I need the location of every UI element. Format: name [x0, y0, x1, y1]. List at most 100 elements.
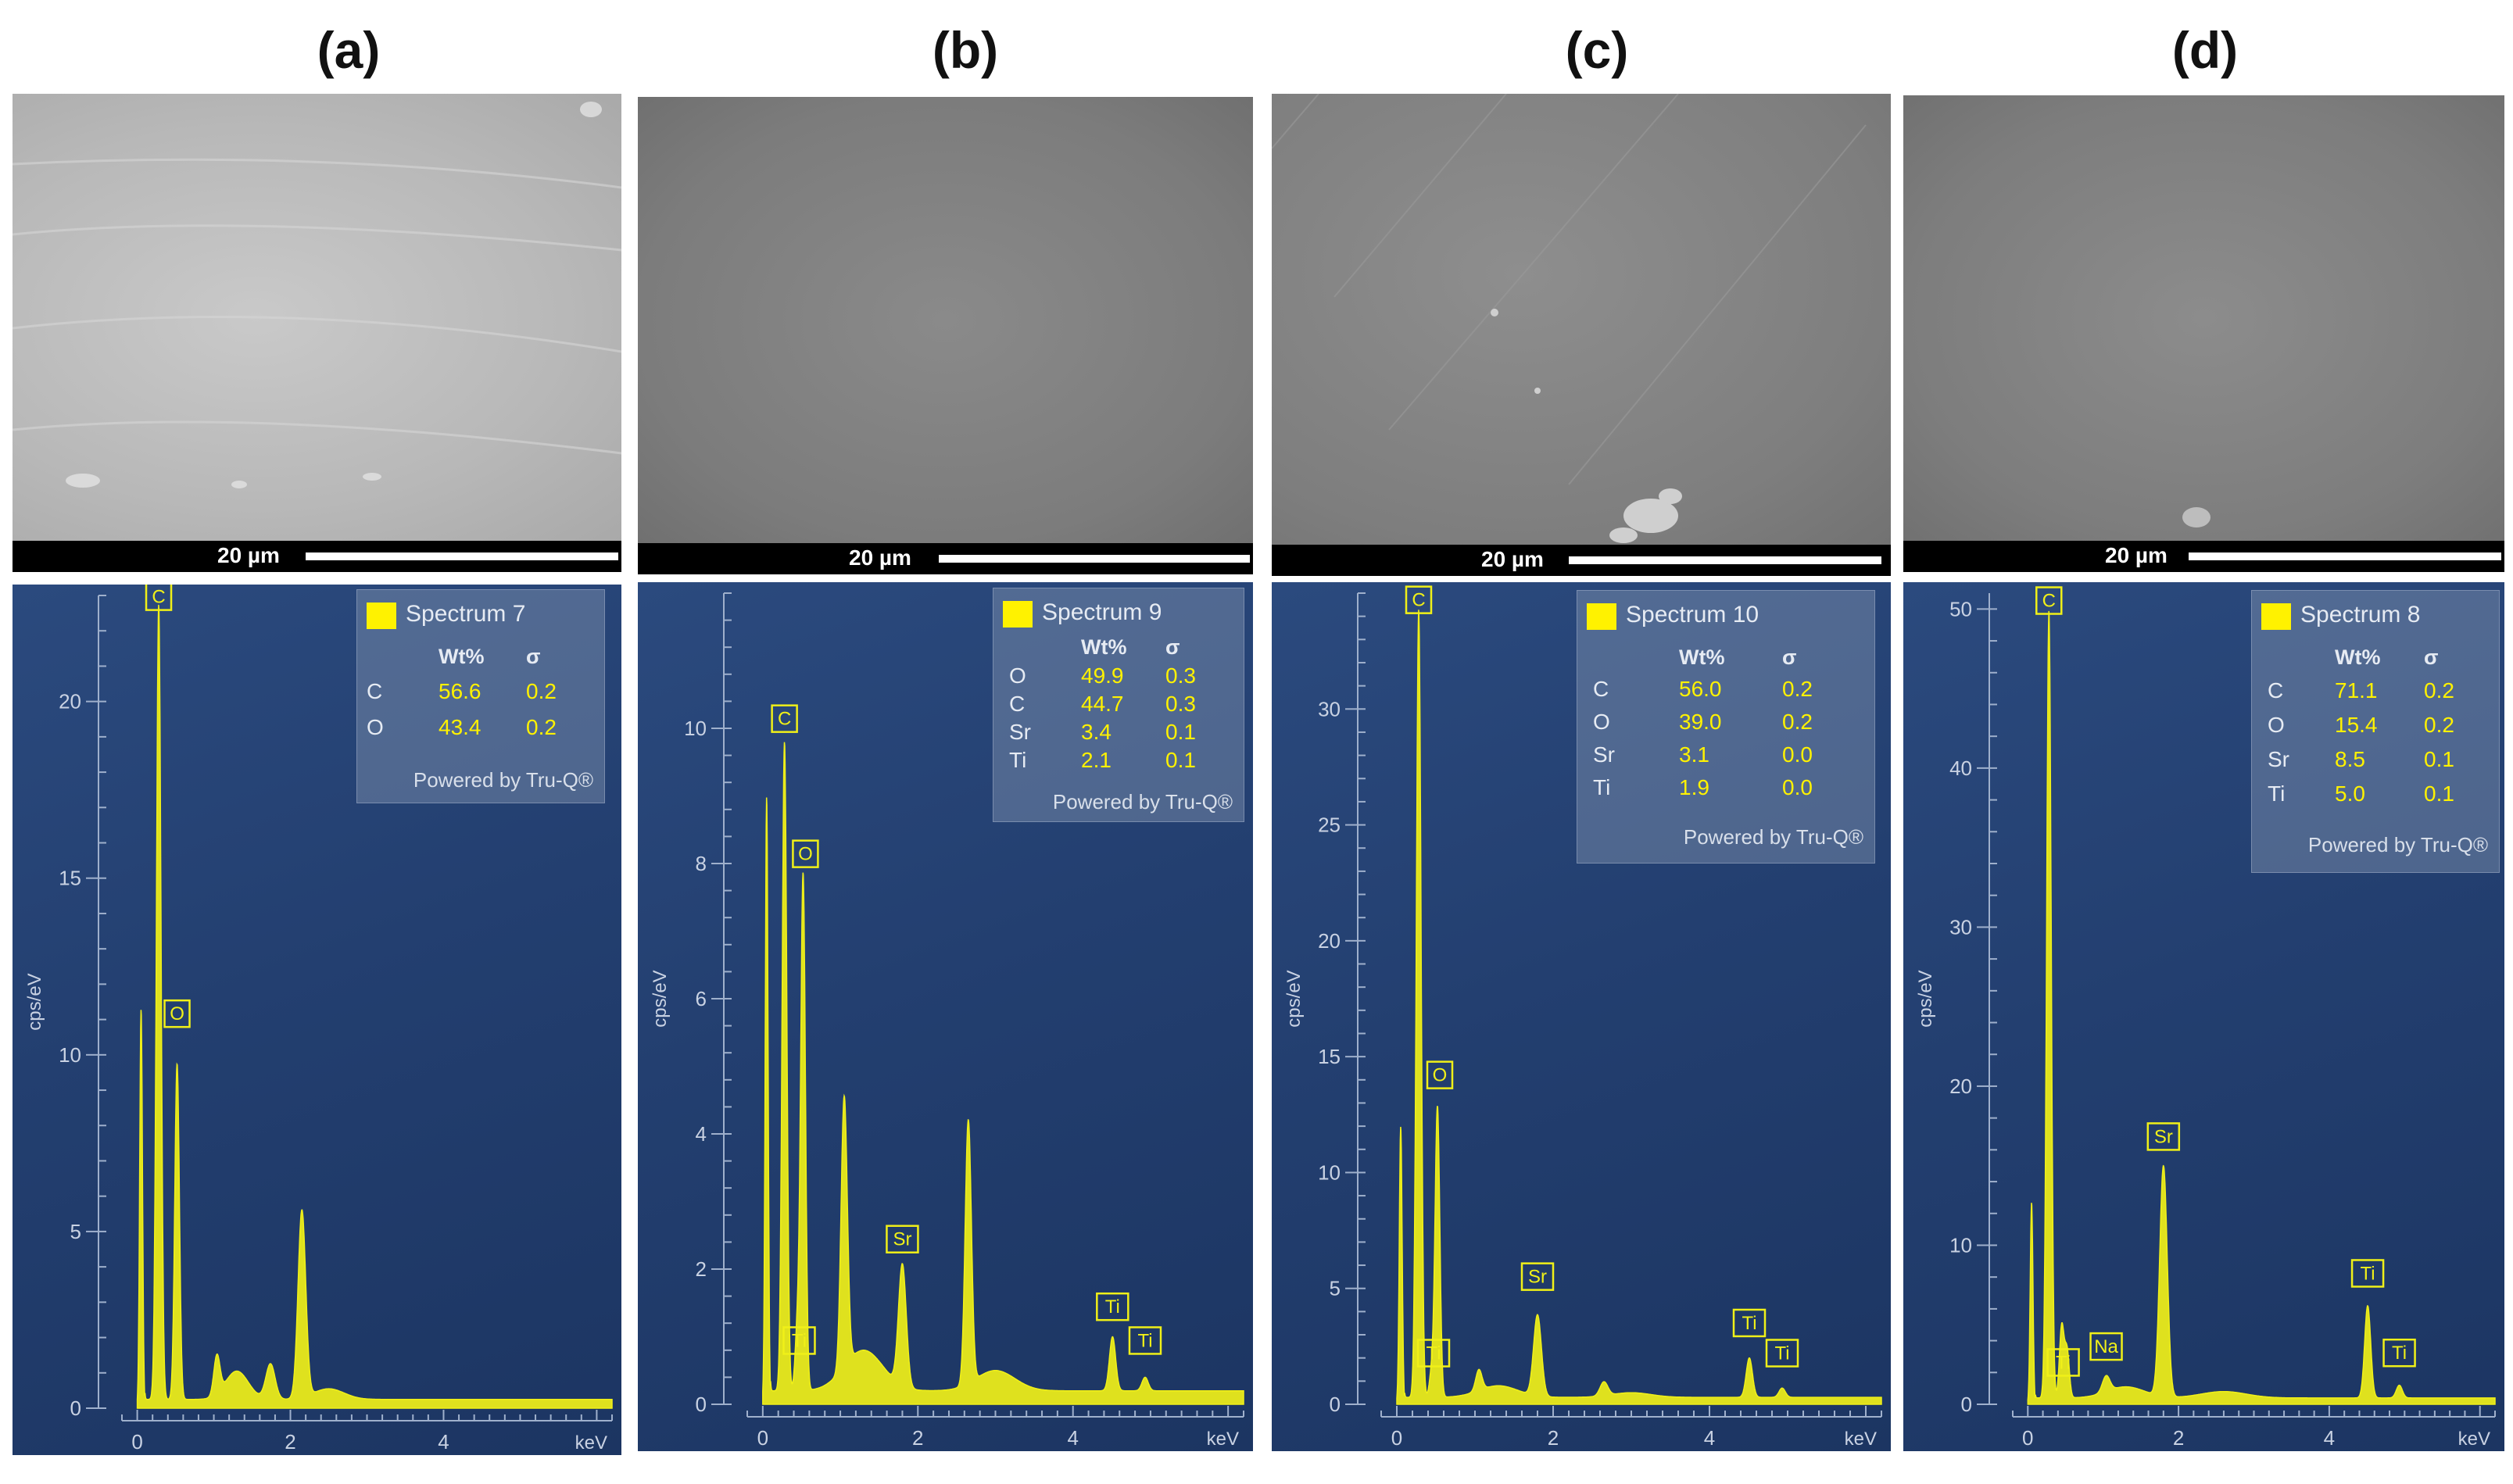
peak-label: Sr [886, 1225, 919, 1253]
legend-header-sigma: σ [1782, 645, 1797, 669]
spectrum-series [136, 604, 613, 1409]
legend-element: C [1009, 692, 1026, 716]
x-axis-title: keV [575, 1432, 607, 1454]
peak-label: Ti [1765, 1339, 1799, 1368]
legend-wt: 44.7 [1081, 692, 1124, 716]
legend-header-sigma: σ [1165, 635, 1180, 659]
y-tick-label: 30 [1318, 697, 1341, 721]
legend-wt: 39.0 [1679, 710, 1722, 734]
x-tick-label: 2 [285, 1430, 295, 1454]
legend-element: Ti [1009, 748, 1027, 772]
svg-text:Ti: Ti [2056, 1352, 2071, 1373]
legend-d: Spectrum 8 Wt% σ C 71.1 0.2 O 15.4 0.2 S… [2251, 590, 2500, 873]
legend-title: Spectrum 8 [2300, 602, 2421, 628]
legend-sigma: 0.2 [1782, 710, 1813, 734]
eds-panel-c: 0 5 10 15 20 25 30 cps/eV 0 2 4 keV C O Ti Sr Ti Ti [1272, 582, 1891, 1451]
y-tick-label: 10 [59, 1043, 81, 1067]
legend-title: Spectrum 10 [1626, 602, 1759, 628]
y-tick-label: 0 [70, 1396, 81, 1420]
y-tick-label: 15 [1318, 1045, 1341, 1068]
legend-header-wt: Wt% [1679, 645, 1725, 669]
svg-text:Ti: Ti [1105, 1296, 1120, 1318]
x-tick-label: 2 [912, 1426, 923, 1450]
legend-title: Spectrum 7 [406, 601, 526, 627]
legend-wt: 56.6 [439, 679, 481, 703]
peak-label: C [145, 585, 173, 611]
svg-text:O: O [1433, 1065, 1448, 1086]
scale-bar-a: 20 µm [13, 541, 621, 572]
x-tick-label: 0 [757, 1426, 768, 1450]
peak-label: Ti [1096, 1292, 1129, 1321]
legend-element: O [1009, 663, 1026, 688]
eds-panel-d: 0 10 20 30 40 50 cps/eV 0 2 4 keV C Ti Na Sr Ti Ti [1903, 582, 2504, 1451]
legend-header-wt: Wt% [1081, 635, 1127, 659]
scale-label-b: 20 µm [849, 545, 911, 570]
panel-letter-b: (b) [932, 21, 999, 79]
panel-letter-a: (a) [317, 21, 381, 79]
svg-text:Ti: Ti [1137, 1330, 1152, 1351]
svg-text:Na: Na [2094, 1336, 2118, 1357]
y-tick-label: 30 [1949, 915, 1972, 939]
svg-text:C: C [152, 587, 165, 608]
legend-title: Spectrum 9 [1042, 599, 1162, 625]
svg-text:Sr: Sr [893, 1229, 911, 1250]
legend-swatch [367, 603, 396, 629]
y-tick-label: 0 [696, 1393, 707, 1416]
y-tick-label: 5 [70, 1220, 81, 1243]
y-axis-title: cps/eV [24, 973, 45, 1030]
legend-wt: 3.1 [1679, 742, 1709, 767]
sem-image-b: 20 µm [638, 97, 1253, 574]
y-tick-label: 50 [1949, 597, 1972, 620]
sem-texture-a [13, 102, 621, 488]
legend-swatch [1003, 601, 1033, 628]
y-tick-label: 20 [1318, 929, 1341, 953]
eds-panel-b: 0 2 4 6 8 10 cps/eV 0 2 4 keV C O Ti Sr Ti Ti [638, 582, 1253, 1451]
legend-sigma: 0.3 [1165, 692, 1196, 716]
svg-text:Ti: Ti [2361, 1263, 2375, 1284]
y-tick-label: 0 [1330, 1393, 1341, 1416]
sem-texture-c [1272, 94, 1867, 543]
peak-label: C [771, 704, 798, 733]
y-tick-label: 6 [696, 987, 707, 1010]
legend-sigma: 0.1 [1165, 748, 1196, 772]
legend-swatch [2261, 603, 2291, 630]
y-tick-label: 2 [696, 1257, 707, 1281]
sem-texture-d [2182, 507, 2211, 527]
y-tick-label: 15 [59, 867, 81, 890]
legend-header-wt: Wt% [2335, 645, 2381, 669]
legend-header-wt: Wt% [439, 645, 485, 668]
legend-sigma: 0.2 [2424, 713, 2454, 737]
peak-label: Ti [782, 1326, 816, 1355]
legend-sigma: 0.1 [1165, 720, 1196, 744]
legend-powered-by: Powered by Tru-Q® [1683, 825, 1863, 849]
scale-line-c [1569, 556, 1881, 564]
y-tick-label: 20 [1949, 1075, 1972, 1098]
peak-label: Ti [2382, 1338, 2416, 1368]
peak-label: Ti [1732, 1308, 1767, 1338]
legend-wt: 3.4 [1081, 720, 1112, 744]
x-tick-label: 0 [1391, 1426, 1402, 1450]
legend-wt: 71.1 [2335, 678, 2378, 703]
peak-label: O [163, 999, 191, 1028]
legend-header-sigma: σ [526, 645, 541, 668]
y-tick-label: 10 [1949, 1233, 1972, 1257]
scale-bar-b: 20 µm [638, 543, 1253, 574]
x-tick-label: 4 [2324, 1426, 2335, 1450]
svg-text:Ti: Ti [1742, 1313, 1756, 1334]
legend-element: Sr [1593, 742, 1615, 767]
y-tick-label: 40 [1949, 756, 1972, 780]
svg-text:Sr: Sr [2154, 1126, 2173, 1147]
svg-text:Sr: Sr [1528, 1267, 1547, 1288]
legend-element: O [2268, 713, 2285, 737]
x-axis-title: keV [1207, 1429, 1239, 1450]
legend-sigma: 0.0 [1782, 775, 1813, 799]
legend-element: Sr [1009, 720, 1031, 744]
spectrum-series [2027, 610, 2496, 1405]
spectrum-series [1396, 610, 1882, 1405]
legend-powered-by: Powered by Tru-Q® [2307, 833, 2488, 856]
peak-label: Na [2089, 1332, 2123, 1361]
x-tick-label: 4 [1704, 1426, 1715, 1450]
x-axis-title: keV [2458, 1429, 2490, 1450]
